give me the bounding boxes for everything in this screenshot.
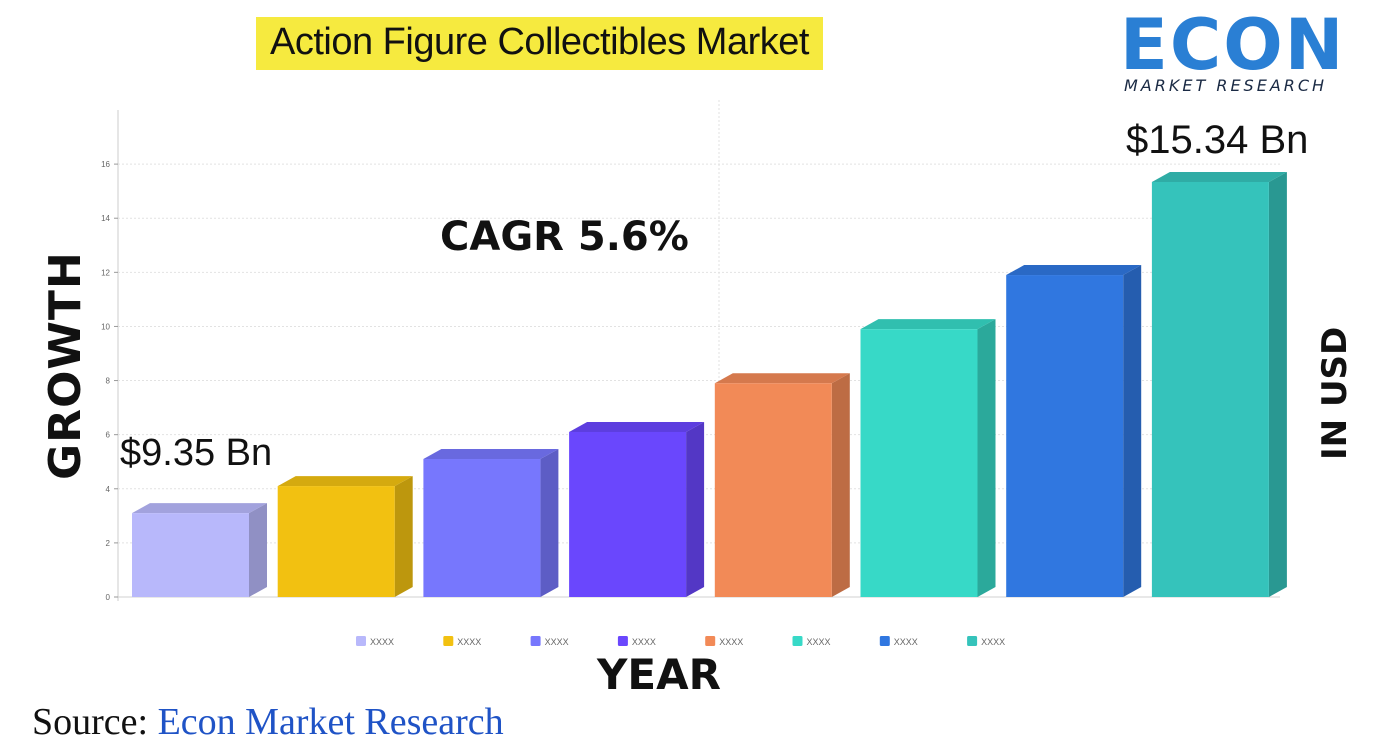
y-tick-label: 8 — [106, 377, 111, 386]
title-banner: Action Figure Collectibles Market — [256, 17, 823, 70]
legend-swatch — [356, 636, 366, 646]
bar-top — [860, 319, 996, 330]
bar — [132, 513, 249, 597]
bar-top — [132, 503, 267, 514]
bar-side — [540, 449, 559, 597]
legend-swatch — [967, 636, 978, 646]
y-tick-label: 14 — [101, 214, 110, 223]
y-tick-label: 0 — [106, 593, 111, 602]
legend-swatch — [879, 636, 890, 646]
y-tick-label: 4 — [106, 485, 111, 494]
bar-side — [249, 503, 267, 597]
bar — [423, 459, 541, 597]
x-axis-label: YEAR — [597, 650, 721, 699]
end-value-label: $15.34 Bn — [1126, 118, 1308, 162]
legend-label: XXXX — [632, 637, 656, 647]
bar — [1006, 275, 1124, 597]
start-value-label: $9.35 Bn — [120, 432, 272, 474]
bar-top — [423, 449, 559, 460]
bar-side — [977, 319, 996, 597]
legend-label: XXXX — [370, 637, 394, 647]
bar-top — [714, 373, 850, 384]
legend-label: XXXX — [719, 637, 743, 647]
bar-side — [1123, 265, 1142, 597]
logo-word: ECON — [1120, 4, 1346, 86]
bar-side — [686, 421, 705, 597]
legend-label: XXXX — [807, 637, 831, 647]
bar — [1151, 181, 1269, 597]
bar — [714, 383, 832, 597]
legend-swatch — [443, 636, 454, 646]
bar-top — [1151, 171, 1287, 182]
source-prefix: Source: — [32, 701, 158, 743]
logo-subtitle: MARKET RESEARCH — [1124, 76, 1328, 95]
legend-label: XXXX — [981, 637, 1005, 647]
bar-side — [394, 476, 413, 597]
legend-swatch — [530, 636, 541, 646]
bar — [569, 431, 687, 597]
legend-swatch — [617, 636, 628, 646]
bar-top — [277, 476, 413, 487]
y-tick-label: 2 — [106, 539, 111, 548]
legend-swatch — [792, 636, 803, 646]
legend-label: XXXX — [545, 637, 569, 647]
bar-side — [1268, 171, 1287, 597]
y-axis-label: GROWTH — [40, 251, 91, 480]
legend-swatch — [705, 636, 716, 646]
y-tick-label: 6 — [106, 431, 111, 440]
source-line: Source: Econ Market Research — [32, 700, 504, 744]
econ-logo: ECON MARKET RESEARCH — [1118, 4, 1373, 100]
source-name: Econ Market Research — [157, 701, 504, 743]
y-tick-label: 10 — [101, 322, 110, 331]
unit-label: IN USD — [1315, 326, 1355, 460]
bar-top — [569, 421, 705, 432]
bar-side — [831, 373, 850, 597]
chart-title: Action Figure Collectibles Market — [270, 21, 809, 63]
cagr-label: CAGR 5.6% — [440, 214, 689, 260]
bar — [860, 329, 978, 597]
bar-top — [1006, 265, 1142, 276]
bar — [277, 486, 395, 597]
y-tick-label: 12 — [101, 268, 110, 277]
legend-label: XXXX — [457, 637, 481, 647]
legend-label: XXXX — [894, 637, 918, 647]
y-tick-label: 16 — [101, 160, 110, 169]
